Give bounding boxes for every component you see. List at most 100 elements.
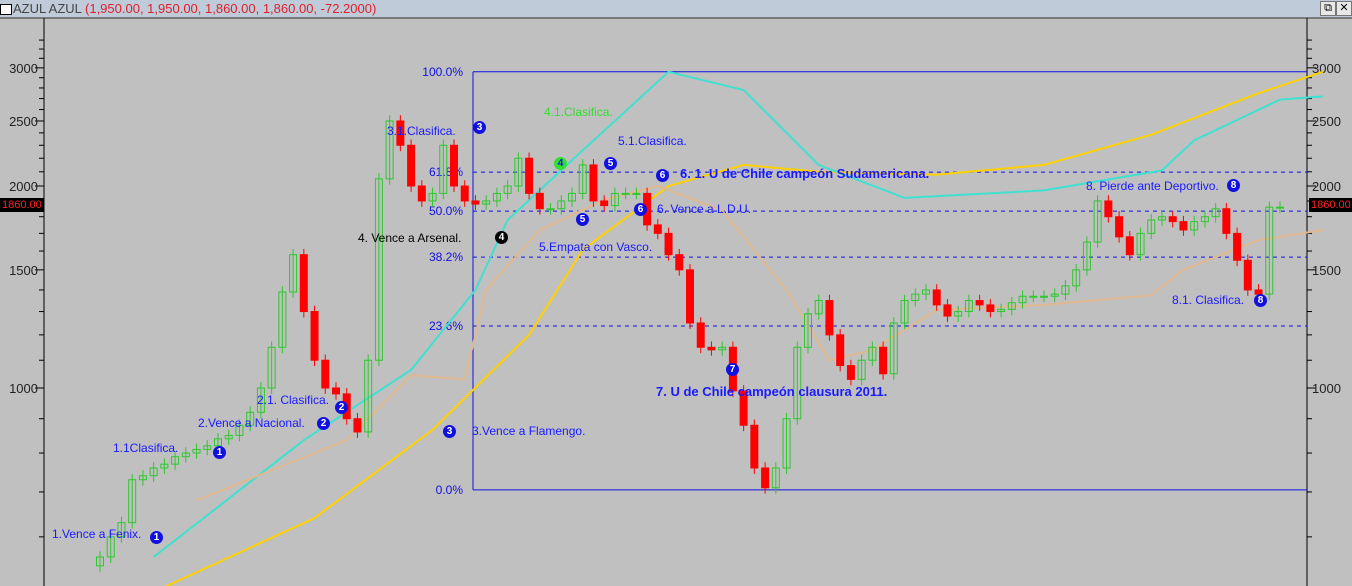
candle-down — [525, 157, 534, 194]
candle-up — [171, 456, 180, 465]
candle-down — [664, 232, 673, 256]
candle-down — [943, 304, 952, 317]
candle-up — [1147, 219, 1156, 234]
candle-up — [718, 346, 727, 351]
candle-up — [439, 144, 448, 194]
candle-down — [1222, 208, 1231, 234]
candle-up — [138, 475, 147, 481]
candle-down — [1243, 259, 1252, 291]
candle-up — [793, 346, 802, 420]
candle-down — [750, 424, 759, 469]
candle-up — [889, 322, 898, 375]
candle-down — [1179, 221, 1188, 231]
candle-up — [632, 192, 641, 195]
candle-up — [235, 424, 244, 436]
candle-up — [503, 185, 512, 194]
candle-up — [568, 192, 576, 202]
annotation-label: 2.1. Clasifica. — [257, 393, 330, 407]
candle-up — [900, 300, 909, 324]
restore-icon[interactable]: ⧉ — [1320, 1, 1336, 16]
candle-down — [686, 269, 694, 324]
candle-up — [1136, 232, 1145, 256]
candle-up — [771, 467, 780, 489]
annotation-label: 8.1. Clasifica. — [1172, 293, 1245, 307]
right-axis-label: 2000 — [1312, 179, 1341, 194]
candle-up — [782, 418, 791, 469]
annotation-marker[interactable]: 3 — [473, 121, 486, 134]
candle-up — [610, 192, 619, 207]
candle-down — [299, 254, 308, 313]
left-axis-label: 3000 — [9, 61, 38, 76]
annotation-marker[interactable]: 8 — [1254, 294, 1267, 307]
annotation-label: 5.1.Clasifica. — [618, 134, 687, 148]
candle-up — [857, 359, 866, 380]
candle-down — [460, 185, 469, 202]
candle-down — [353, 418, 362, 433]
candle-down — [450, 144, 458, 187]
candle-up — [1082, 241, 1091, 271]
candle-down — [535, 192, 544, 210]
candle-up — [482, 200, 491, 205]
fib-label: 61.8% — [429, 165, 463, 179]
annotation-label: 3.1.Clasifica. — [387, 124, 456, 138]
annotation-marker[interactable]: 1 — [150, 531, 163, 544]
annotation-marker[interactable]: 6 — [634, 203, 647, 216]
annotation-marker[interactable]: 1 — [213, 446, 226, 459]
candle-down — [846, 365, 855, 380]
candle-up — [814, 300, 823, 315]
candle-down — [707, 346, 716, 351]
candle-up — [428, 192, 437, 202]
candle-up — [1061, 285, 1070, 295]
annotation-label: 8. Pierde ante Deportivo. — [1086, 179, 1219, 193]
candle-up — [149, 467, 158, 477]
candle-down — [1125, 236, 1134, 256]
annotation-marker[interactable]: 6 — [656, 169, 669, 182]
annotation-marker[interactable]: 5 — [604, 157, 617, 170]
candle-up — [1190, 221, 1199, 231]
fib-label: 38.2% — [429, 250, 463, 264]
annotation-marker[interactable]: 7 — [726, 363, 739, 376]
candle-up — [1007, 302, 1016, 310]
candle-up — [278, 291, 287, 348]
candle-up — [267, 346, 276, 389]
ohlc-readout: (1,950.00, 1,950.00, 1,860.00, 1,860.00,… — [85, 1, 377, 16]
candle-up — [364, 359, 373, 433]
candle-up — [289, 254, 298, 293]
annotation-marker[interactable]: 3 — [443, 425, 456, 438]
moving-average-line — [164, 70, 1324, 586]
candle-up — [203, 445, 212, 450]
candle-down — [1233, 232, 1242, 261]
candle-down — [417, 185, 426, 202]
candle-down — [825, 300, 834, 336]
candle-up — [997, 308, 1006, 313]
symbol-name: AZUL AZUL — [13, 1, 82, 16]
candle-down — [407, 144, 416, 187]
candle-up — [106, 536, 115, 558]
annotation-marker[interactable]: 4 — [495, 231, 508, 244]
fib-label: 100.0% — [422, 65, 463, 79]
candle-up — [1029, 295, 1038, 298]
candle-down — [321, 359, 330, 389]
candle-up — [1211, 208, 1220, 218]
candle-up — [181, 452, 190, 458]
annotation-marker[interactable]: 5 — [576, 213, 589, 226]
window-icon — [0, 4, 12, 15]
annotation-label: 6. Vence a L.D.U. — [657, 202, 752, 216]
annotation-marker[interactable]: 2 — [317, 417, 330, 430]
fib-label: 50.0% — [429, 204, 463, 218]
candle-down — [600, 200, 609, 207]
candle-up — [96, 556, 104, 567]
annotation-marker[interactable]: 2 — [335, 401, 348, 414]
annotation-label: 5.Empata con Vasco. — [539, 240, 653, 254]
candle-up — [192, 448, 201, 454]
candle-up — [911, 293, 920, 302]
annotation-marker[interactable]: 4 — [554, 157, 567, 170]
candle-down — [932, 289, 941, 306]
candle-up — [1018, 295, 1027, 304]
candle-up — [557, 200, 566, 210]
candle-up — [964, 300, 973, 313]
candle-down — [986, 304, 995, 313]
right-axis-label: 2500 — [1312, 114, 1341, 129]
annotation-marker[interactable]: 8 — [1227, 179, 1240, 192]
